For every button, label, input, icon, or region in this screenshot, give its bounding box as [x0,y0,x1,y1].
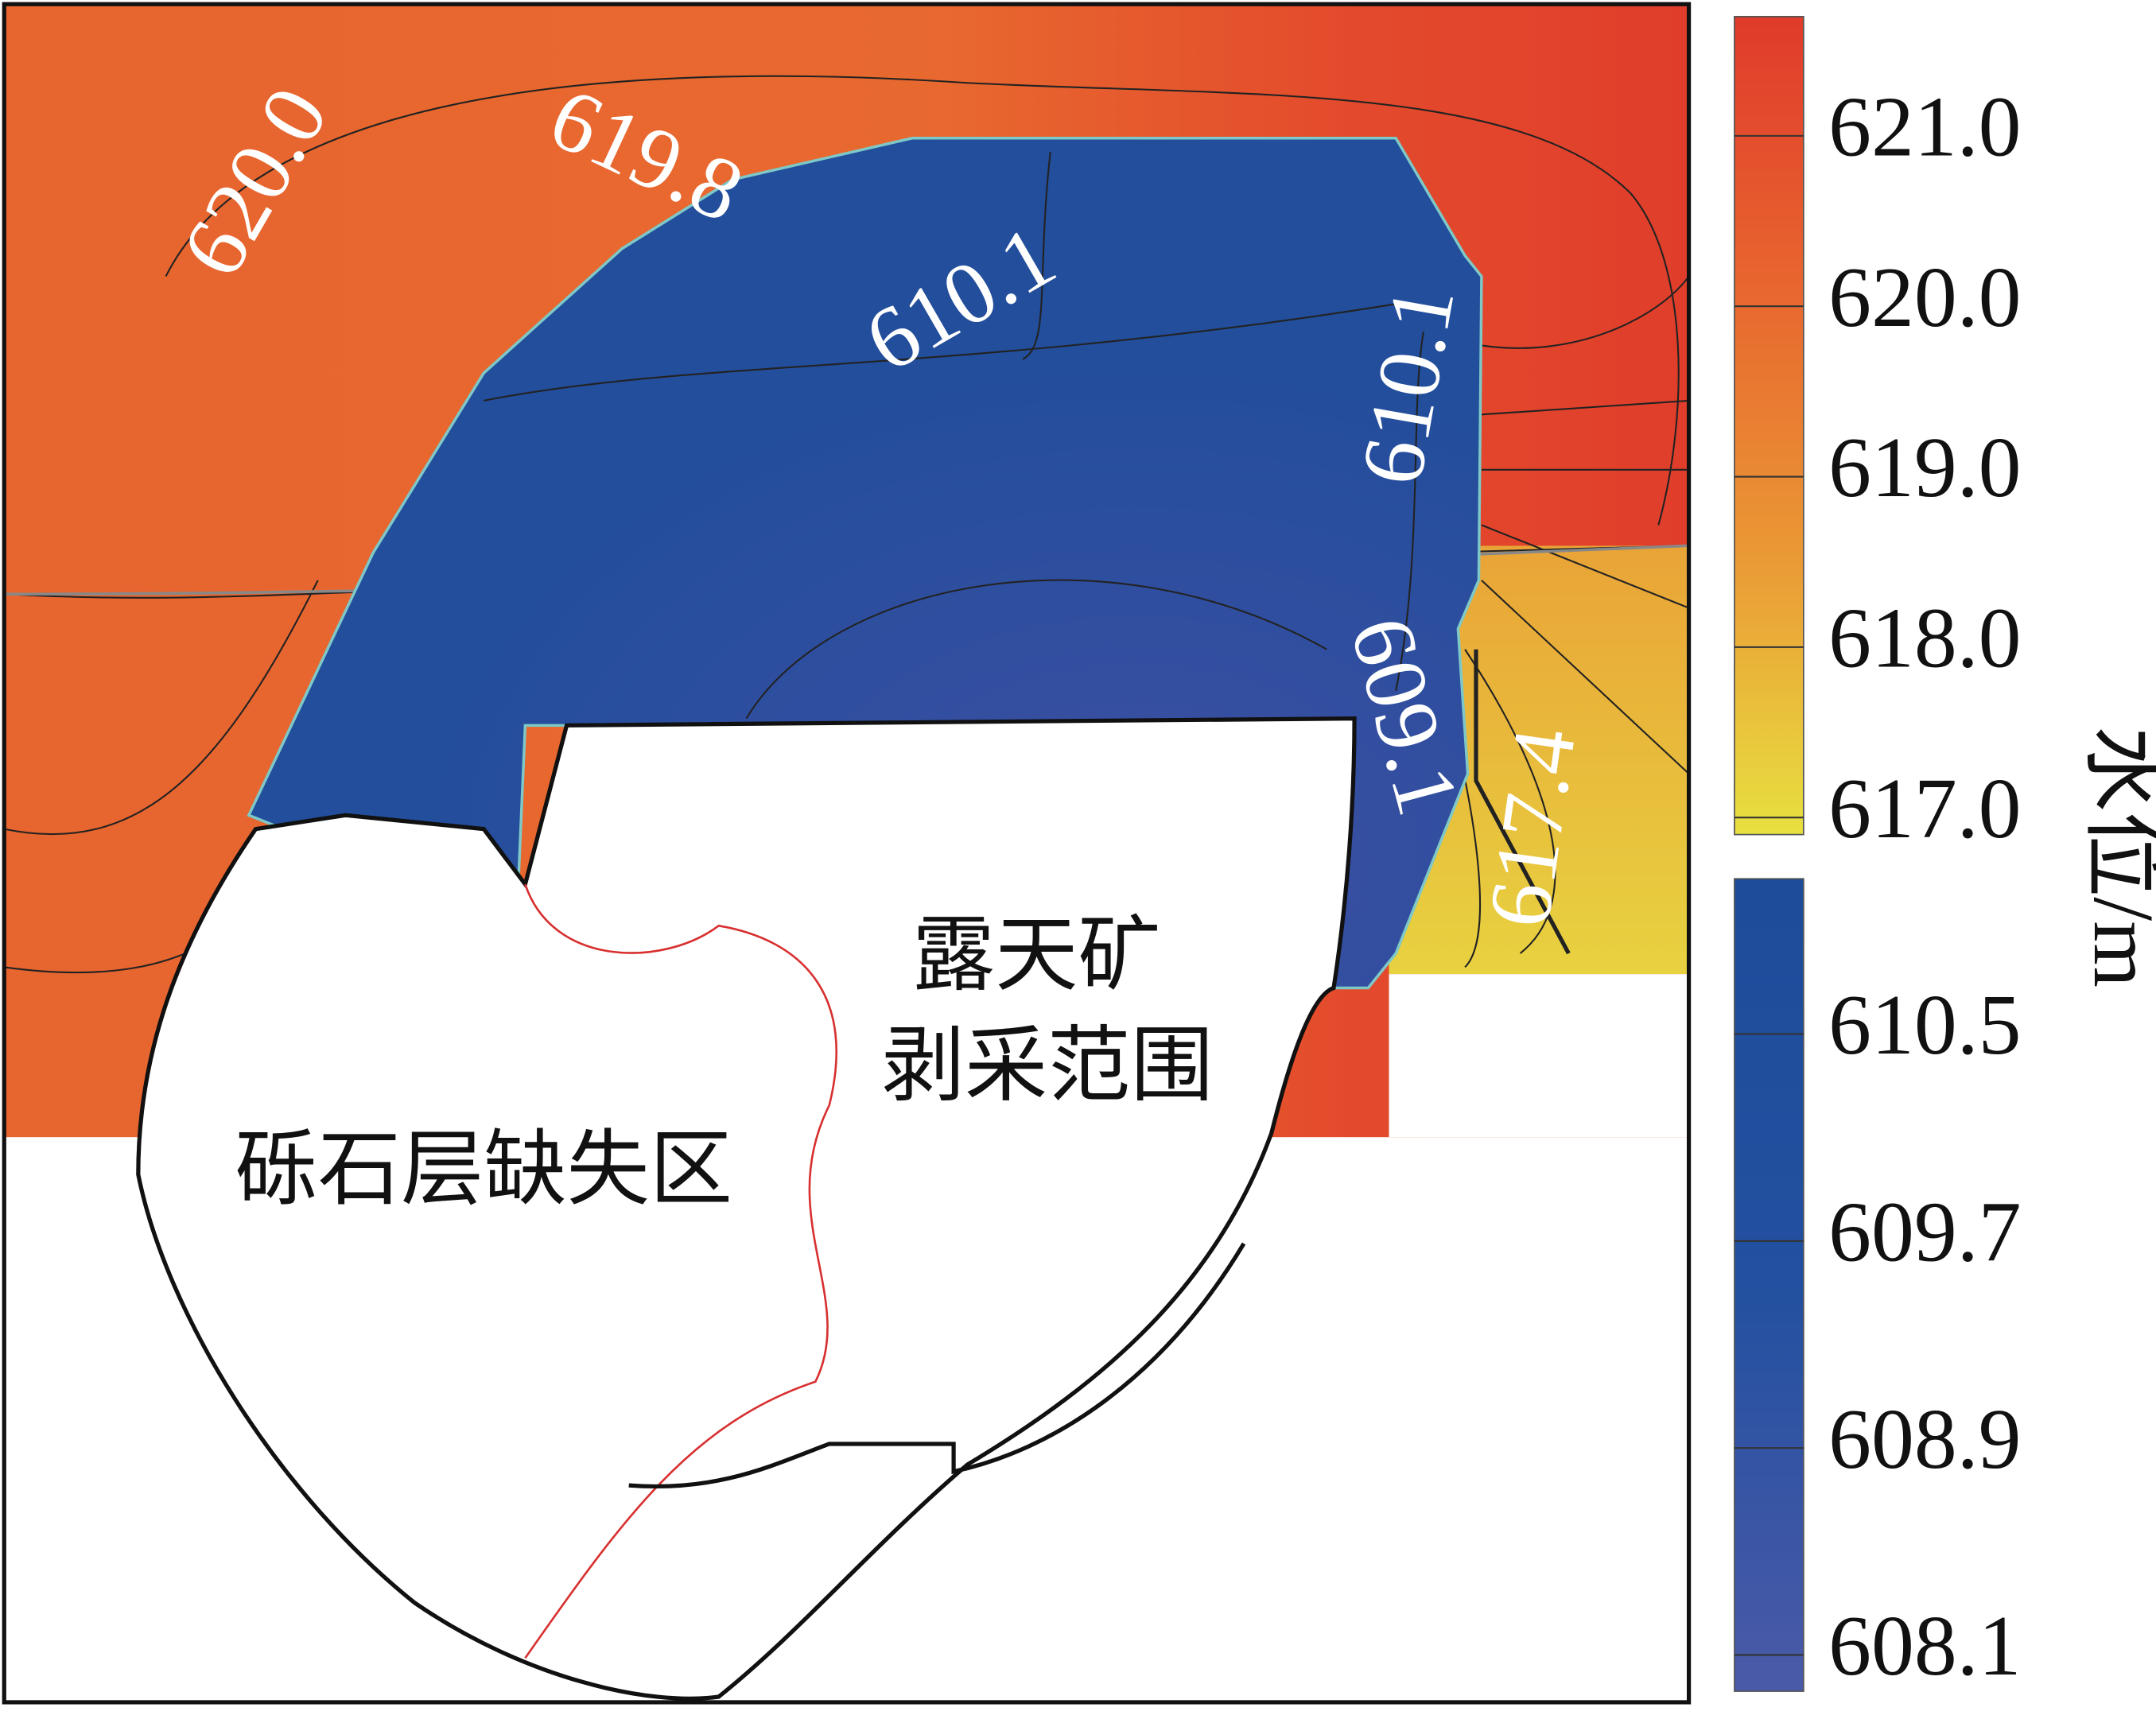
region-label: 砾石层缺失区 [235,1120,733,1217]
colorbar-tick-label: 610.5 [1828,978,2021,1073]
mining-line [628,1242,1246,1489]
colorbar-tick-label: 621.0 [1828,80,2021,175]
colorbar [1734,878,1804,1692]
colorbar-tick-label: 608.9 [1828,1392,2021,1487]
colorbar [1734,15,1804,836]
region-label: 露天矿 [912,906,1161,1003]
inner-contours [484,152,1424,720]
gravel-missing-zone [136,716,1357,1701]
colorbar-tick-label: 619.0 [1828,421,2021,515]
pit-boundary [524,883,837,1659]
colorbar-tick-label: 620.0 [1828,250,2021,345]
blank-zone [1389,974,1689,1138]
colorbar-tick-label: 617.0 [1828,762,2021,856]
map-area [2,2,1692,1705]
region-label: 剥采范围 [882,1017,1214,1114]
map-frame [2,2,1692,1705]
section-line [1474,649,1571,955]
colorbar-label: 水位/m [2076,726,2156,988]
colorbar-tick-label: 608.1 [1828,1599,2021,1694]
colorbar-tick-label: 618.0 [1828,592,2021,686]
colorbar-tick-label: 609.7 [1828,1186,2021,1280]
